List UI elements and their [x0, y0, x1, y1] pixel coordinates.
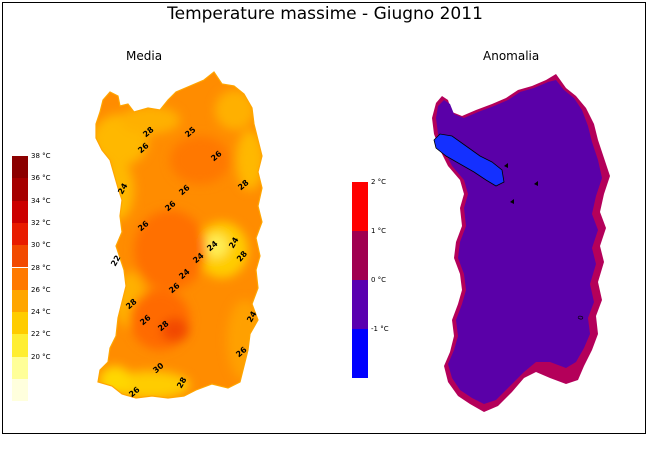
legend-tick-label: 32 °C	[31, 218, 51, 227]
legend-swatch	[12, 156, 28, 179]
legend-tick-label: 0 °C	[371, 276, 387, 284]
legend-tick-label: 34 °C	[31, 196, 51, 205]
legend-tick-label: 28 °C	[31, 263, 51, 272]
legend-swatch	[12, 267, 28, 290]
legend-swatch	[12, 312, 28, 335]
media-coastline	[95, 71, 263, 399]
legend-tick-label: 26 °C	[31, 285, 51, 294]
legend-tick-label: 22 °C	[31, 330, 51, 339]
legend-tick-label: -1 °C	[371, 325, 389, 333]
legend-swatch	[12, 222, 28, 246]
anomalia-region-zero	[436, 80, 602, 404]
panel-label-media: Media	[126, 49, 163, 63]
legend-tick-label: 20 °C	[31, 352, 51, 361]
anomalia-contour-labels: 0	[577, 315, 586, 321]
contour-mark	[504, 163, 508, 168]
legend-swatch	[12, 379, 28, 402]
legend-swatch	[12, 178, 28, 201]
contour-label: 0	[577, 315, 586, 321]
legend-tick-label: 30 °C	[31, 241, 51, 250]
legend-swatch	[352, 280, 368, 329]
contour-mark	[534, 181, 538, 186]
panel-label-anomalia: Anomalia	[483, 49, 540, 63]
contour-mark	[510, 199, 514, 204]
legend-tick-label: 2 °C	[371, 178, 387, 186]
legend-swatch	[352, 329, 368, 378]
legend-swatch	[12, 245, 28, 268]
figure-border	[2, 2, 646, 434]
legend-swatch	[352, 182, 368, 231]
legend-swatch	[12, 289, 28, 313]
legend-tick-label: 36 °C	[31, 174, 51, 183]
anomalia-region-cold	[433, 133, 505, 187]
anomalia-legend: 2 °C 1 °C 0 °C -1 °C	[352, 178, 412, 380]
legend-tick-label: 38 °C	[31, 152, 51, 160]
legend-swatch	[12, 200, 28, 223]
media-legend: 38 °C 36 °C 34 °C 32 °C 30 °C 28 °C 26 °C 24 °C…	[12, 152, 72, 402]
media-temperature-field	[96, 72, 262, 398]
legend-swatch	[12, 356, 28, 379]
legend-tick-label: 1 °C	[371, 227, 387, 235]
legend-swatch	[12, 334, 28, 357]
legend-tick-label: 24 °C	[31, 308, 51, 317]
legend-swatch	[352, 231, 368, 280]
figure-title: Temperature massime - Giugno 2011	[167, 4, 483, 24]
